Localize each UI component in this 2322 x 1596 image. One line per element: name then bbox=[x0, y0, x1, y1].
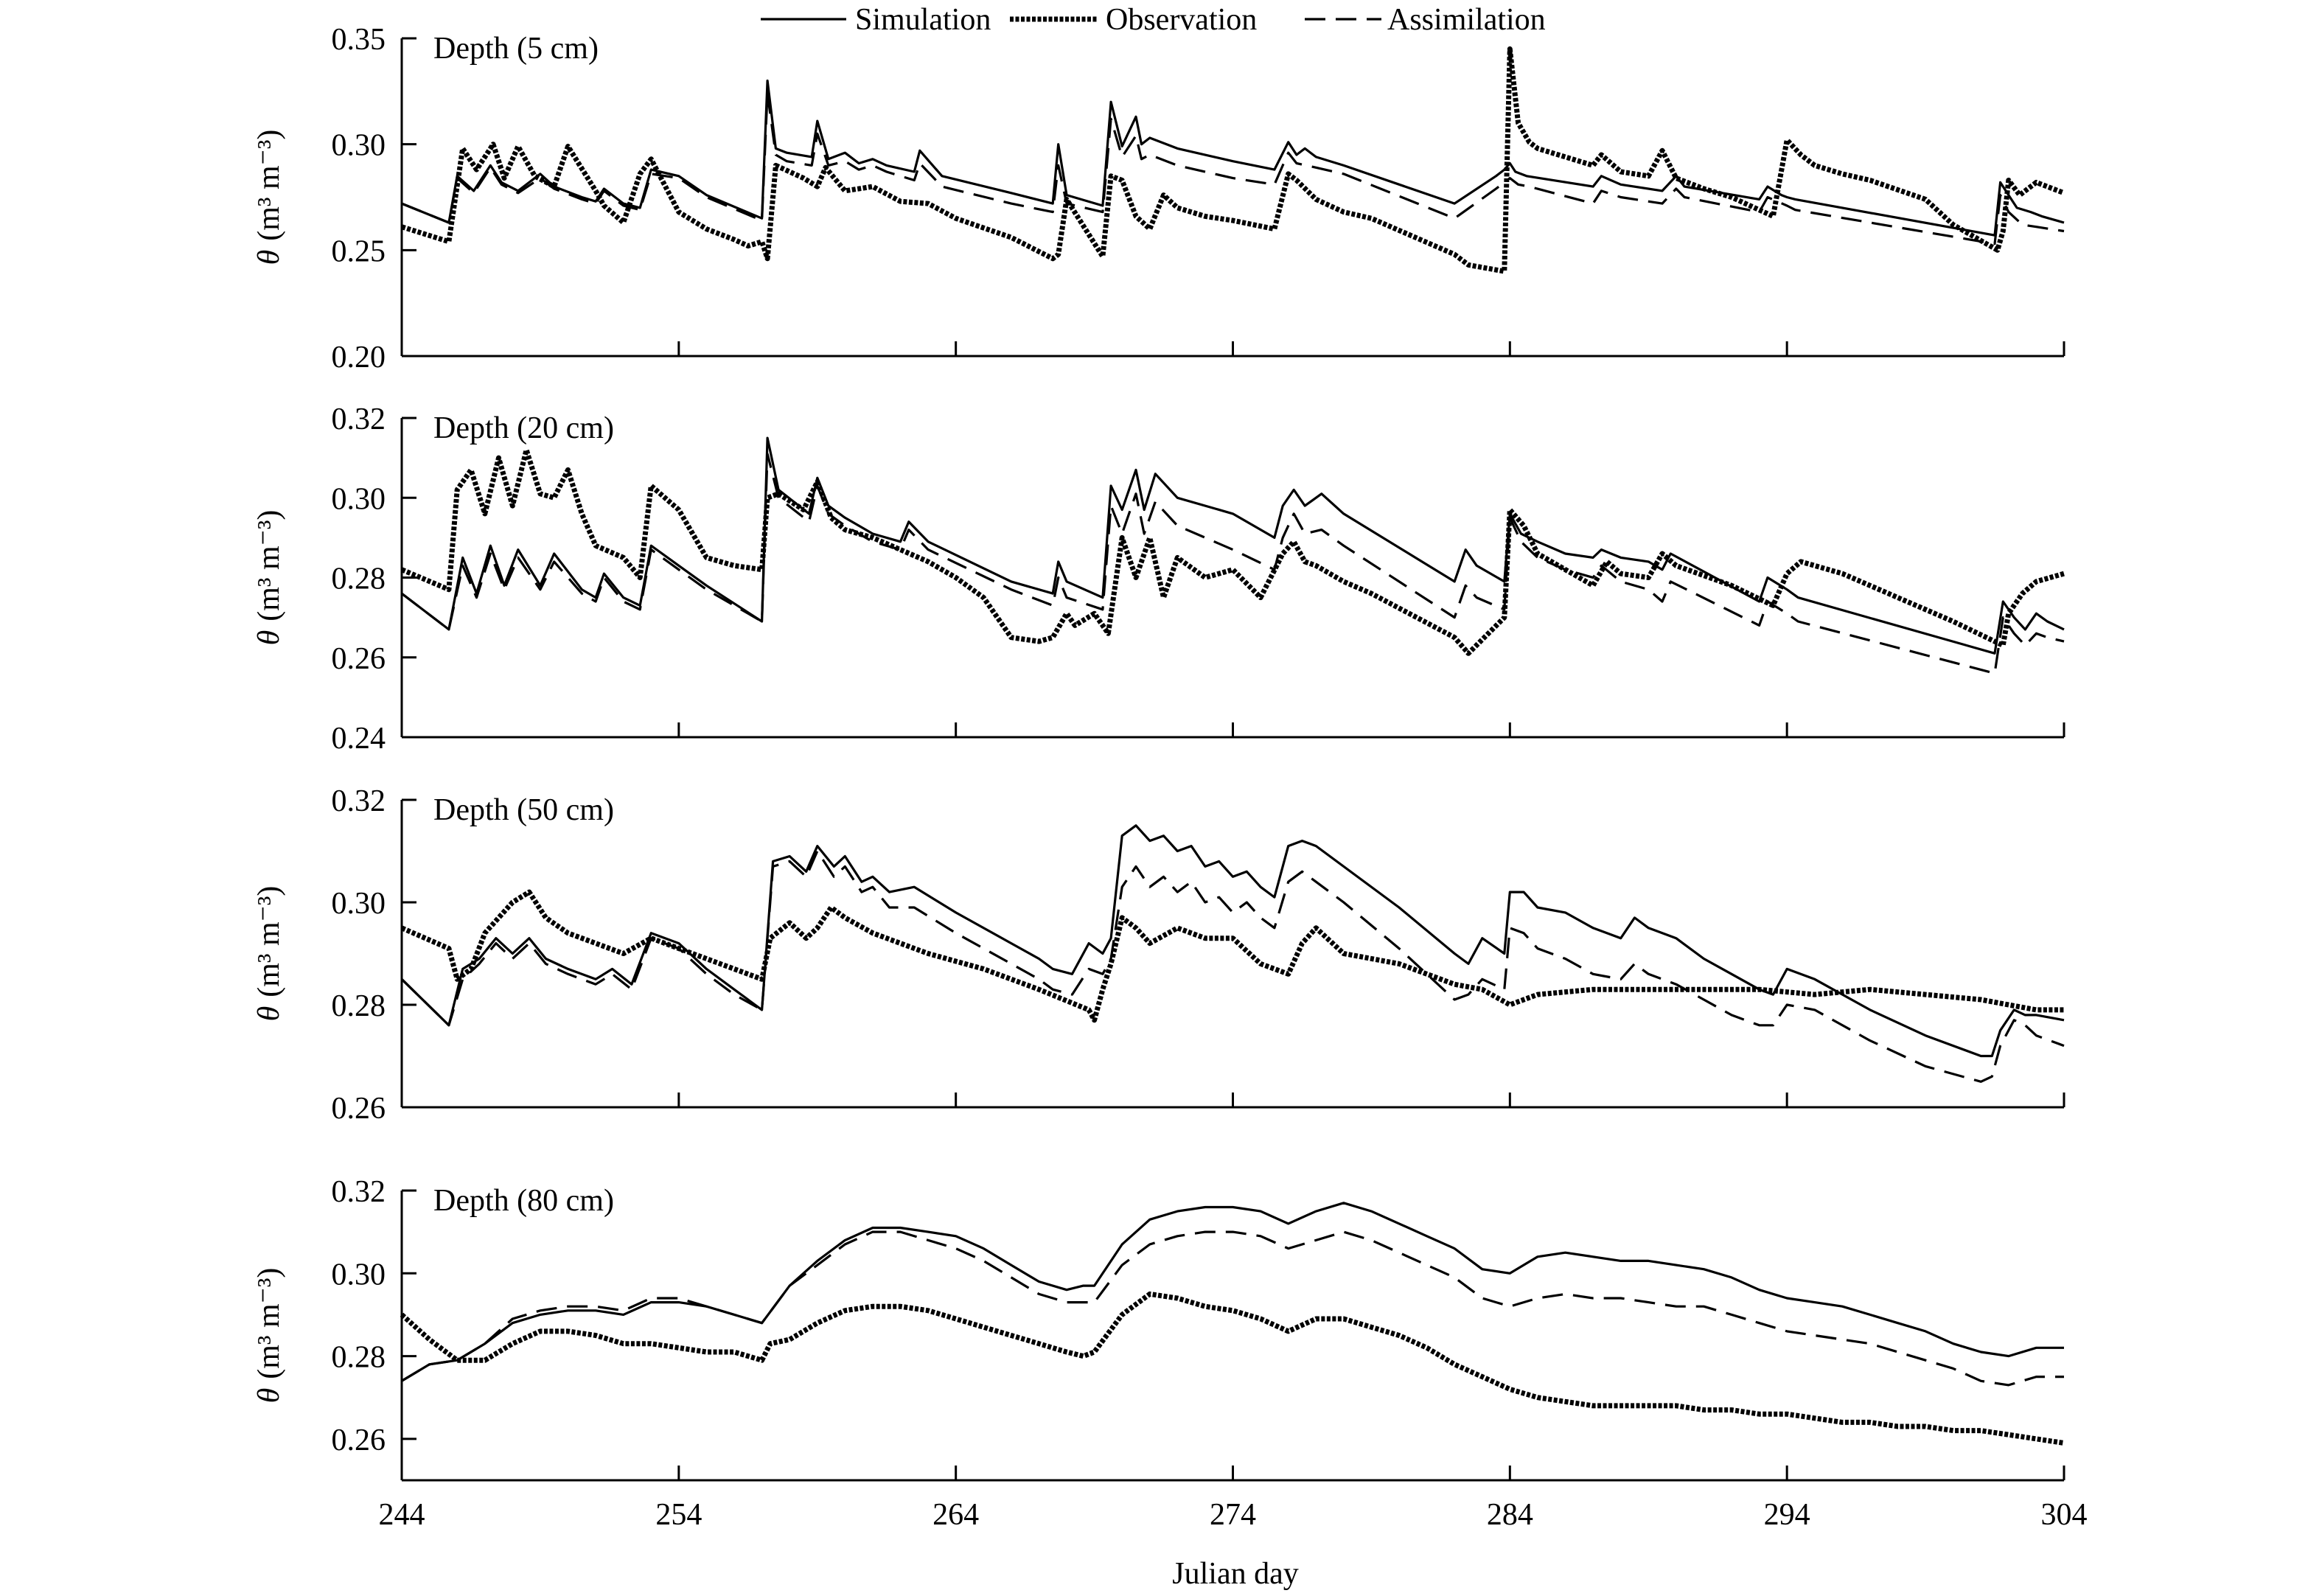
y-tick-label: 0.35 bbox=[332, 23, 386, 57]
y-tick-label: 0.32 bbox=[332, 784, 386, 818]
y-tick-label: 0.20 bbox=[332, 341, 386, 374]
y-axis-units: (m³ m⁻³) bbox=[252, 510, 286, 621]
series-assimilation bbox=[401, 453, 2065, 675]
y-axis-title: θ (m³ m⁻³) bbox=[252, 1268, 286, 1404]
y-axis-units: (m³ m⁻³) bbox=[252, 1268, 286, 1379]
series-observation bbox=[400, 1291, 2065, 1446]
panel-title: Depth (20 cm) bbox=[433, 411, 614, 445]
legend-label: Observation bbox=[1106, 3, 1257, 37]
series-assimilation bbox=[400, 849, 2065, 1083]
series-observation bbox=[400, 889, 2064, 1023]
x-tick-label: 304 bbox=[2041, 1498, 2088, 1532]
panel-2: 0.24 0.26 0.28 0.30 0.32 Depth (20 cm) θ (m³ m⁻… bbox=[252, 403, 2065, 756]
y-axis-title: θ (m³ m⁻³) bbox=[252, 130, 286, 265]
x-tick-label: 294 bbox=[1764, 1498, 1810, 1532]
x-tick-label: 244 bbox=[379, 1498, 425, 1532]
panel-title: Depth (80 cm) bbox=[433, 1184, 614, 1218]
series-simulation bbox=[401, 79, 2065, 237]
y-tick-label: 0.28 bbox=[332, 1341, 386, 1375]
y-tick-label: 0.28 bbox=[332, 562, 386, 596]
y-tick-label: 0.30 bbox=[332, 1258, 386, 1292]
legend-item-assimilation: Assimilation bbox=[1305, 3, 1546, 37]
x-axis-title: Julian day bbox=[1172, 1557, 1298, 1591]
y-tick-label: 0.24 bbox=[332, 722, 386, 756]
y-tick-label: 0.30 bbox=[332, 887, 386, 921]
panel-4: 0.26 0.28 0.30 0.32 Depth (80 cm) θ (m³ m⁻³) bbox=[252, 1175, 2065, 1482]
y-axis-title: θ (m³ m⁻³) bbox=[252, 510, 286, 646]
y-axis-units: (m³ m⁻³) bbox=[252, 130, 286, 241]
y-axis-symbol: θ bbox=[252, 1006, 286, 1022]
legend-label: Assimilation bbox=[1387, 3, 1546, 37]
y-tick-label: 0.30 bbox=[332, 482, 386, 516]
series-observation bbox=[400, 46, 2065, 274]
panel-title: Depth (50 cm) bbox=[433, 793, 614, 827]
panel-1: 0.20 0.25 0.30 0.35 Depth (5 cm) θ (m³ m⁻³) bbox=[252, 23, 2065, 374]
y-tick-label: 0.28 bbox=[332, 989, 386, 1023]
legend: Simulation Observation Assimilation bbox=[761, 3, 1546, 37]
y-tick-label: 0.25 bbox=[332, 234, 386, 268]
x-tick-label: 264 bbox=[932, 1498, 979, 1532]
y-tick-label: 0.26 bbox=[332, 1423, 386, 1457]
x-axis: 244 254 264 274 284 294 304 bbox=[379, 1498, 2088, 1532]
y-tick-label: 0.26 bbox=[332, 642, 386, 676]
panel-title: Depth (5 cm) bbox=[433, 32, 599, 66]
series-simulation bbox=[401, 1202, 2064, 1382]
x-tick-label: 274 bbox=[1210, 1498, 1256, 1532]
y-axis-title: θ (m³ m⁻³) bbox=[252, 886, 286, 1022]
series-simulation bbox=[401, 436, 2065, 655]
y-tick-label: 0.26 bbox=[332, 1092, 386, 1126]
y-axis-units: (m³ m⁻³) bbox=[252, 886, 286, 997]
y-axis-symbol: θ bbox=[252, 630, 286, 646]
panel-3: 0.26 0.28 0.30 0.32 Depth (50 cm) θ (m³ m⁻³) bbox=[252, 784, 2065, 1126]
y-tick-label: 0.32 bbox=[332, 1175, 386, 1209]
legend-item-observation: Observation bbox=[1010, 3, 1257, 37]
x-tick-label: 284 bbox=[1487, 1498, 1533, 1532]
y-axis-symbol: θ bbox=[252, 250, 286, 265]
y-tick-label: 0.30 bbox=[332, 129, 386, 163]
legend-item-simulation: Simulation bbox=[761, 3, 991, 37]
y-axis-symbol: θ bbox=[252, 1388, 286, 1404]
x-tick-label: 254 bbox=[655, 1498, 702, 1532]
panels: 0.200.250.300.35 Depth (5 cm)θ(m³ m⁻³)0.2… bbox=[252, 23, 2065, 1482]
y-tick-label: 0.32 bbox=[332, 403, 386, 436]
series-assimilation bbox=[401, 1230, 2064, 1387]
legend-label: Simulation bbox=[855, 3, 991, 37]
